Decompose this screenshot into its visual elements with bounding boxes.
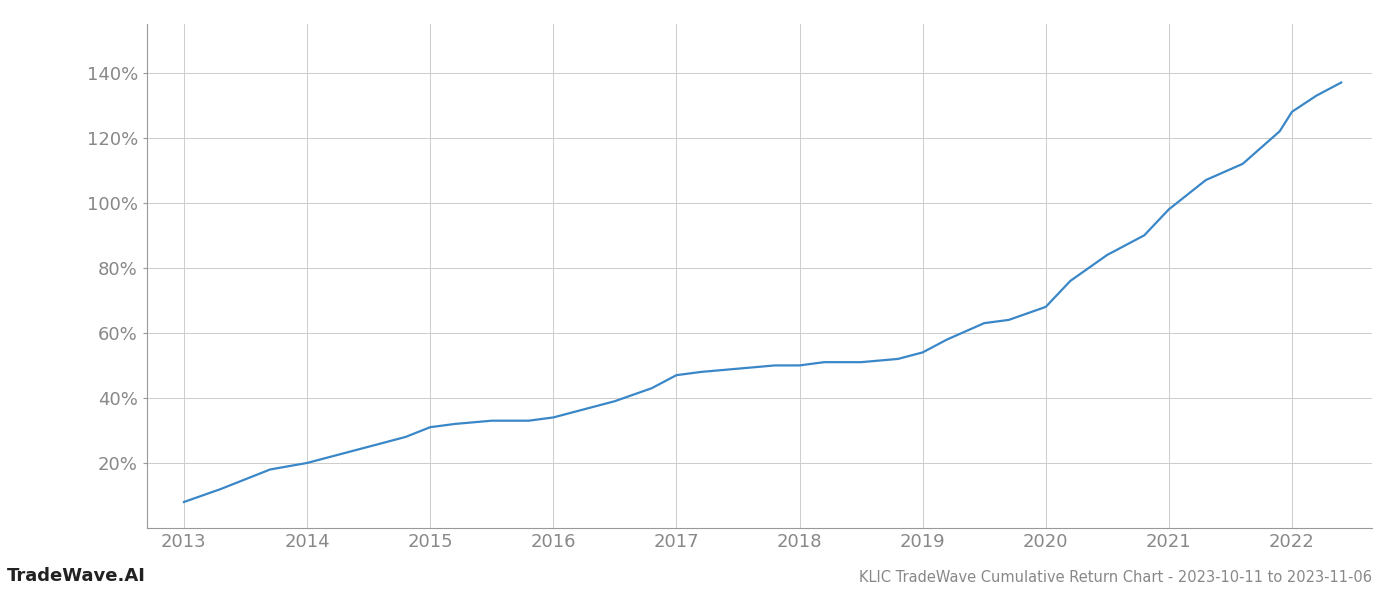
Text: TradeWave.AI: TradeWave.AI [7, 567, 146, 585]
Text: KLIC TradeWave Cumulative Return Chart - 2023-10-11 to 2023-11-06: KLIC TradeWave Cumulative Return Chart -… [860, 570, 1372, 585]
